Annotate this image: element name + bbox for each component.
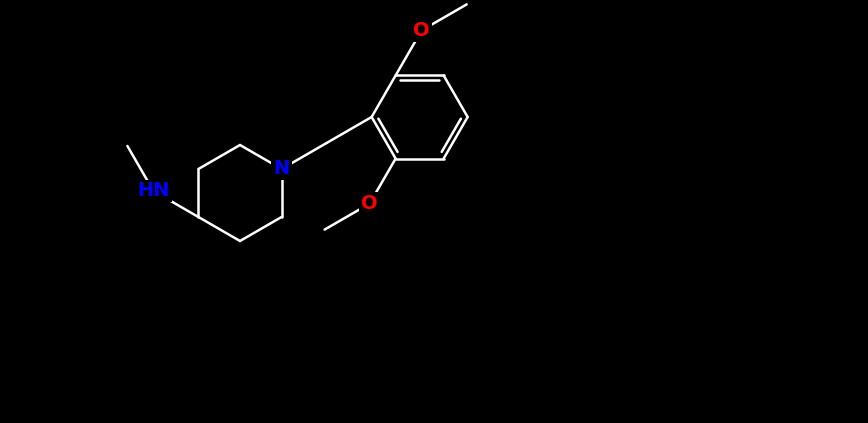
Text: HN: HN bbox=[137, 181, 169, 201]
Text: O: O bbox=[413, 21, 430, 40]
Text: N: N bbox=[273, 159, 290, 179]
Text: O: O bbox=[361, 194, 378, 213]
